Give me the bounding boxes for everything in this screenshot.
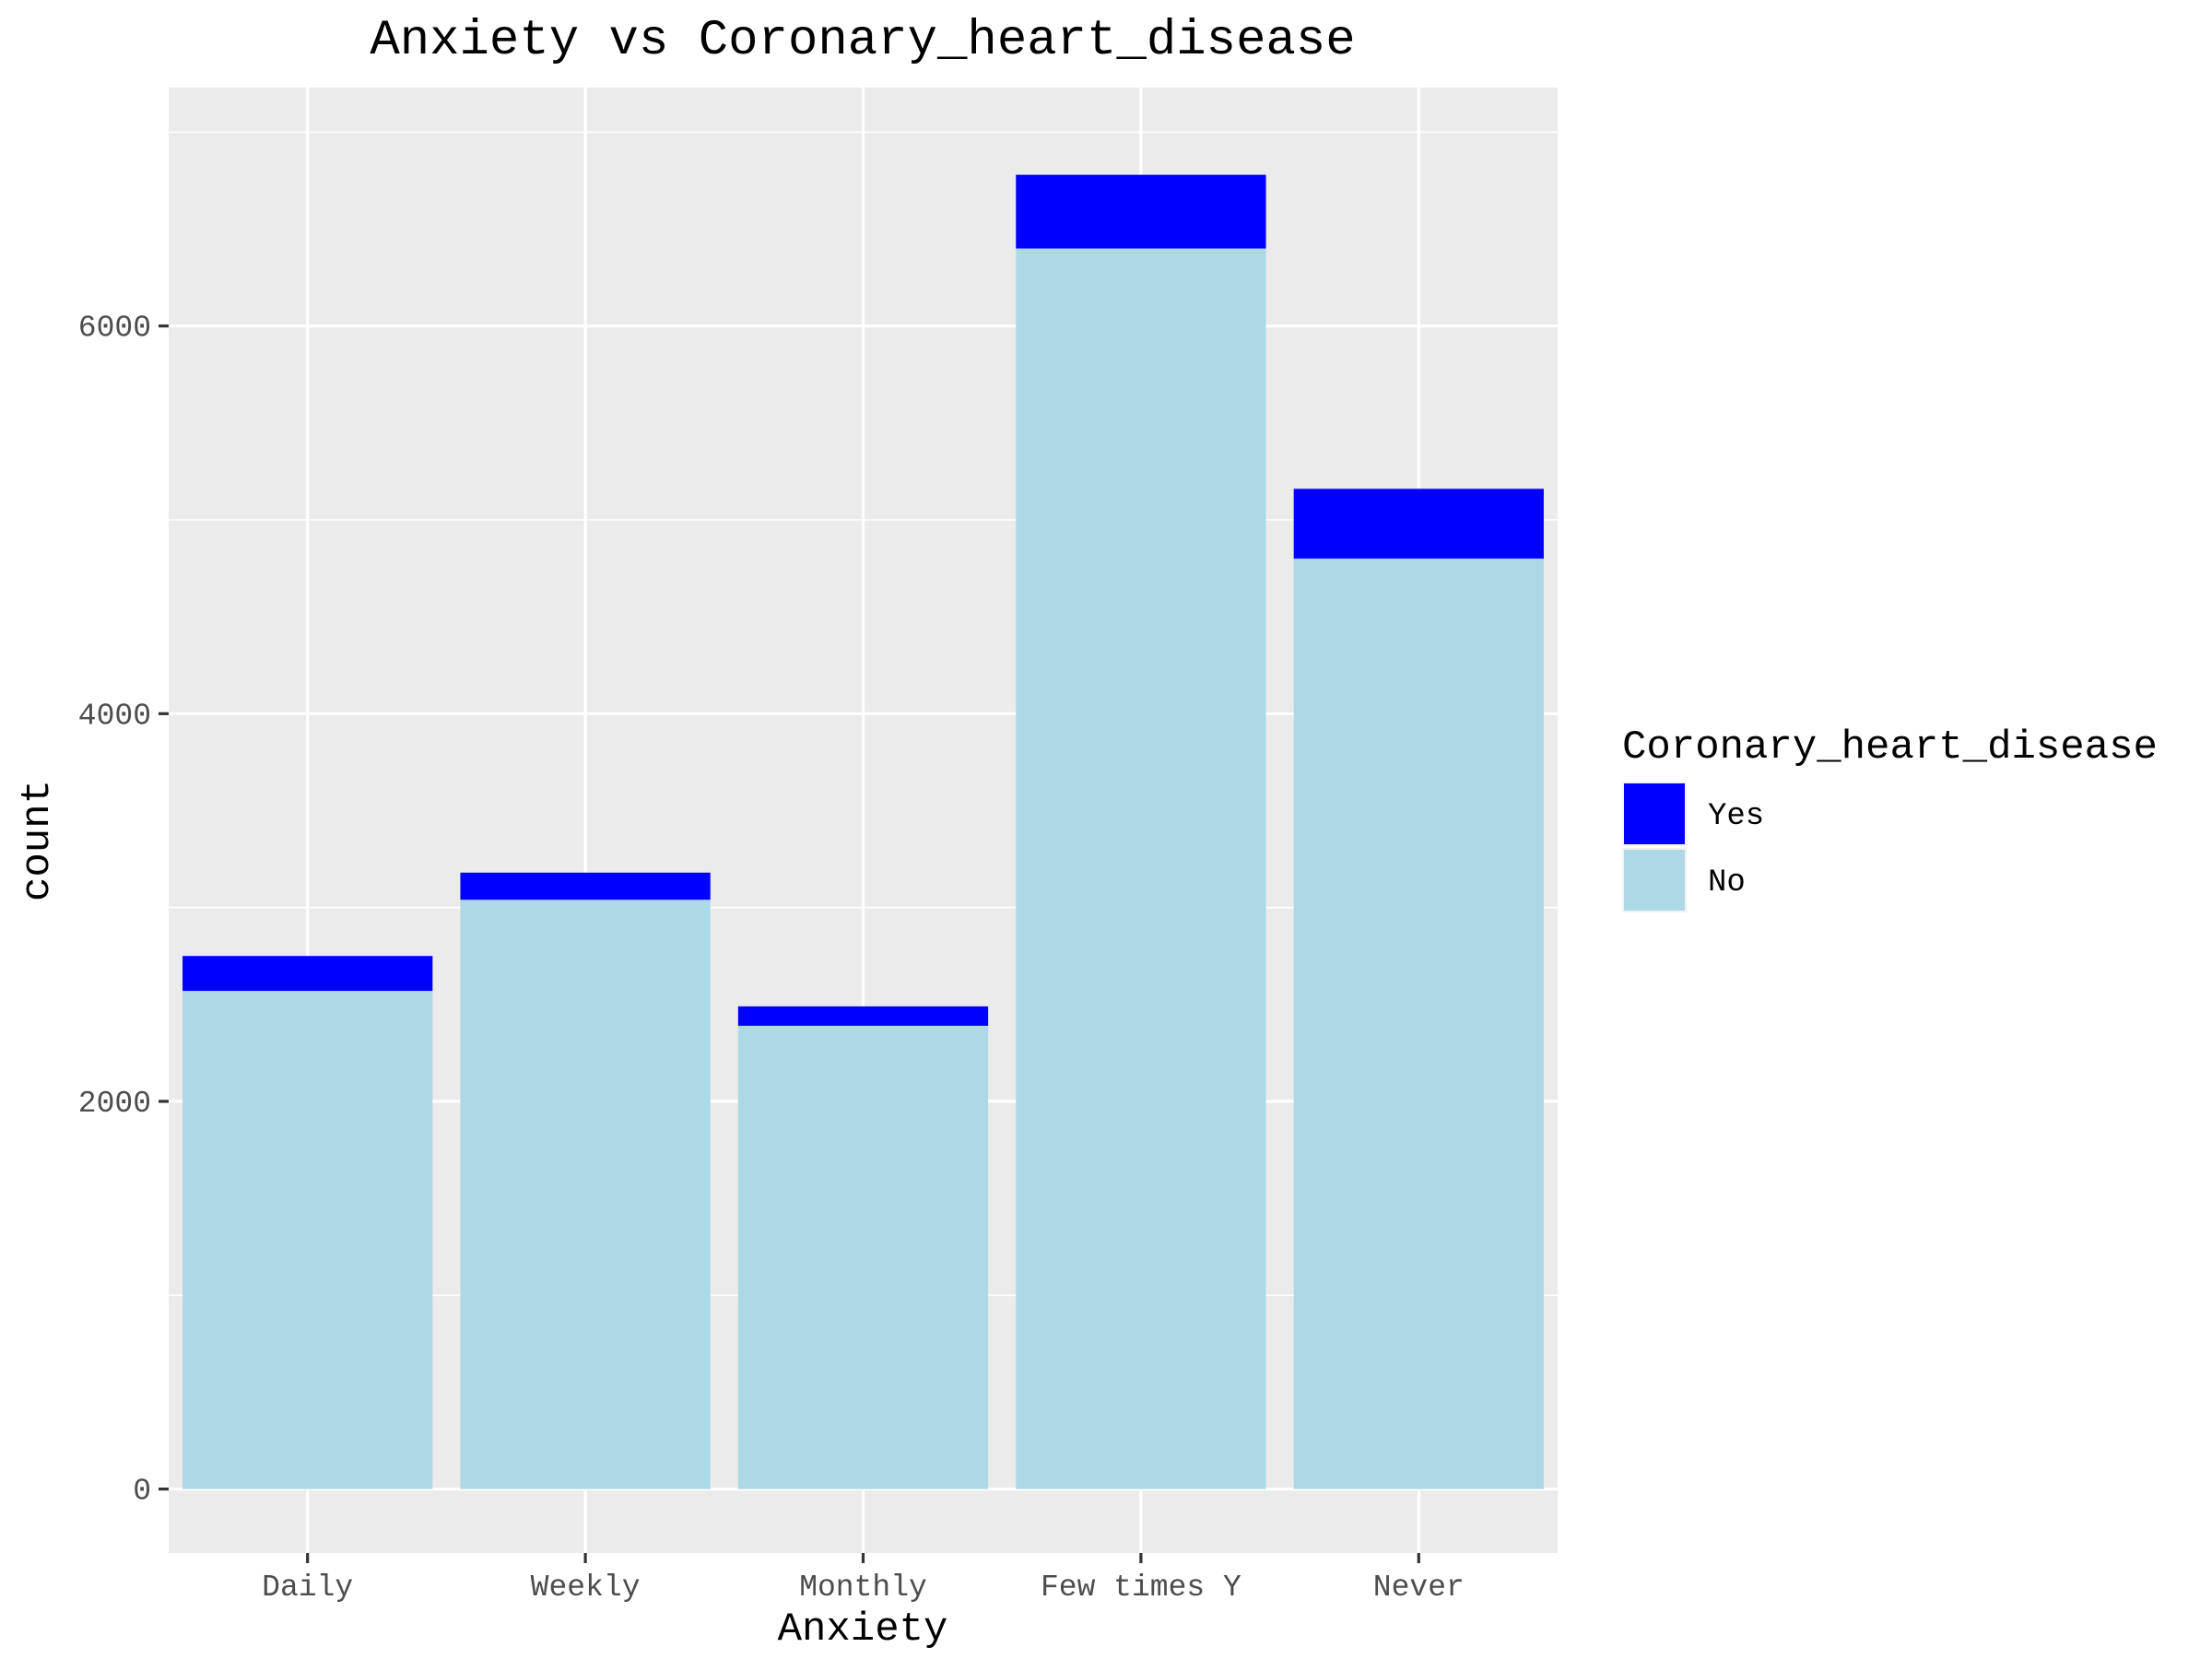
legend: Coronary_heart_disease Yes No bbox=[1622, 724, 2158, 912]
x-tick-label: Weekly bbox=[531, 1571, 641, 1605]
bar-yes-few-times-y bbox=[1016, 174, 1266, 249]
legend-swatch-yes bbox=[1624, 783, 1685, 844]
bars bbox=[182, 174, 1544, 1489]
x-axis: Daily Weekly Monthly Few times Y Never bbox=[262, 1553, 1465, 1605]
x-tick-label: Never bbox=[1373, 1571, 1465, 1605]
chart-title: Anxiety vs Coronary_heart_disease bbox=[370, 13, 1355, 69]
bar-no-daily bbox=[182, 991, 433, 1489]
bar-no-never bbox=[1293, 559, 1544, 1489]
bar-no-few-times-y bbox=[1016, 248, 1266, 1489]
bar-yes-daily bbox=[182, 956, 433, 992]
x-tick-label: Monthly bbox=[799, 1571, 927, 1605]
bar-yes-weekly bbox=[460, 872, 711, 900]
legend-title: Coronary_heart_disease bbox=[1622, 724, 2158, 771]
x-tick-label: Daily bbox=[262, 1571, 353, 1605]
legend-swatch-no bbox=[1624, 850, 1685, 911]
bar-no-weekly bbox=[460, 900, 711, 1489]
y-tick-label: 4000 bbox=[78, 699, 151, 733]
y-axis: 0 2000 4000 6000 bbox=[78, 312, 169, 1509]
y-tick-label: 2000 bbox=[78, 1087, 151, 1121]
x-axis-title: Anxiety bbox=[778, 1606, 948, 1653]
bar-no-monthly bbox=[737, 1025, 989, 1489]
bar-yes-never bbox=[1293, 488, 1544, 559]
x-tick-label: Few times Y bbox=[1041, 1571, 1241, 1605]
bar-yes-monthly bbox=[737, 1006, 989, 1026]
legend-label-no: No bbox=[1708, 865, 1746, 900]
y-tick-label: 6000 bbox=[78, 312, 151, 346]
legend-entries: Yes No bbox=[1622, 782, 1764, 912]
legend-label-yes: Yes bbox=[1708, 799, 1764, 834]
y-axis-title: count bbox=[15, 780, 61, 901]
y-tick-label: 0 bbox=[133, 1475, 151, 1509]
